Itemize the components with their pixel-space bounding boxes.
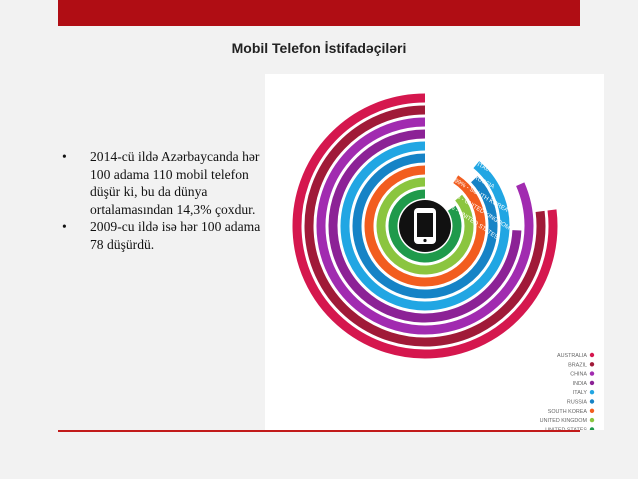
- legend-dot-australia: [589, 352, 595, 358]
- legend-label-italy: ITALY: [573, 390, 588, 396]
- phone-home-button: [423, 238, 427, 243]
- legend-label-united-kingdom: UNITED KINGDOM: [540, 418, 588, 424]
- legend-label-brazil: BRAZIL: [568, 362, 587, 368]
- legend-dot-south-korea: [589, 408, 595, 413]
- chart-panel: 84% - AUSTRALIA 84% - BRAZIL 89% - CHINA 81…: [265, 74, 604, 433]
- ring-australia: [292, 93, 558, 359]
- legend-dot-united-states: [589, 427, 595, 432]
- bullet-dot: •: [62, 149, 67, 164]
- ring-india: [328, 129, 522, 323]
- legend-dot-china: [589, 371, 595, 376]
- bullet-text-2: 2009-cu ildə isə hər 100 adama 78 düşürd…: [90, 219, 261, 252]
- legend-label-russia: RUSSIA: [567, 400, 587, 406]
- top-accent-bar: [58, 0, 580, 26]
- legend-dot-brazil: [589, 362, 595, 367]
- bullet-text-1: 2014-cü ildə Azərbaycanda hər 100 adama …: [90, 149, 260, 217]
- ring-russia: [352, 153, 498, 299]
- legend-dot-india: [589, 380, 595, 386]
- bullet-dot: •: [62, 219, 67, 234]
- bullet-list: • 2014-cü ildə Azərbaycanda hər 100 adam…: [62, 148, 262, 253]
- slide-title: Mobil Telefon İstifadəçiləri: [231, 40, 407, 56]
- ring-brazil: [304, 105, 546, 347]
- legend-label-south-korea: SOUTH KOREA: [548, 409, 588, 415]
- phone-screen: [417, 213, 433, 237]
- legend-label-india: INDIA: [573, 381, 588, 387]
- legend-label-china: CHINA: [570, 372, 587, 378]
- legend-label-australia: AUSTRALIA: [557, 353, 587, 359]
- bottom-divider: [58, 430, 580, 432]
- ring-united-kingdom: [376, 177, 474, 275]
- bullet-item-2: • 2009-cu ildə isə hər 100 adama 78 düşü…: [62, 218, 262, 253]
- legend-dot-italy: [589, 390, 595, 395]
- ring-south-korea: [364, 165, 486, 287]
- ring-united-states: [388, 189, 462, 263]
- legend-dot-russia: [589, 399, 595, 404]
- ring-china: [316, 117, 534, 335]
- bullet-item-1: • 2014-cü ildə Azərbaycanda hər 100 adam…: [62, 148, 262, 218]
- ring-italy: [340, 141, 510, 311]
- legend-dot-united-kingdom: [589, 417, 595, 423]
